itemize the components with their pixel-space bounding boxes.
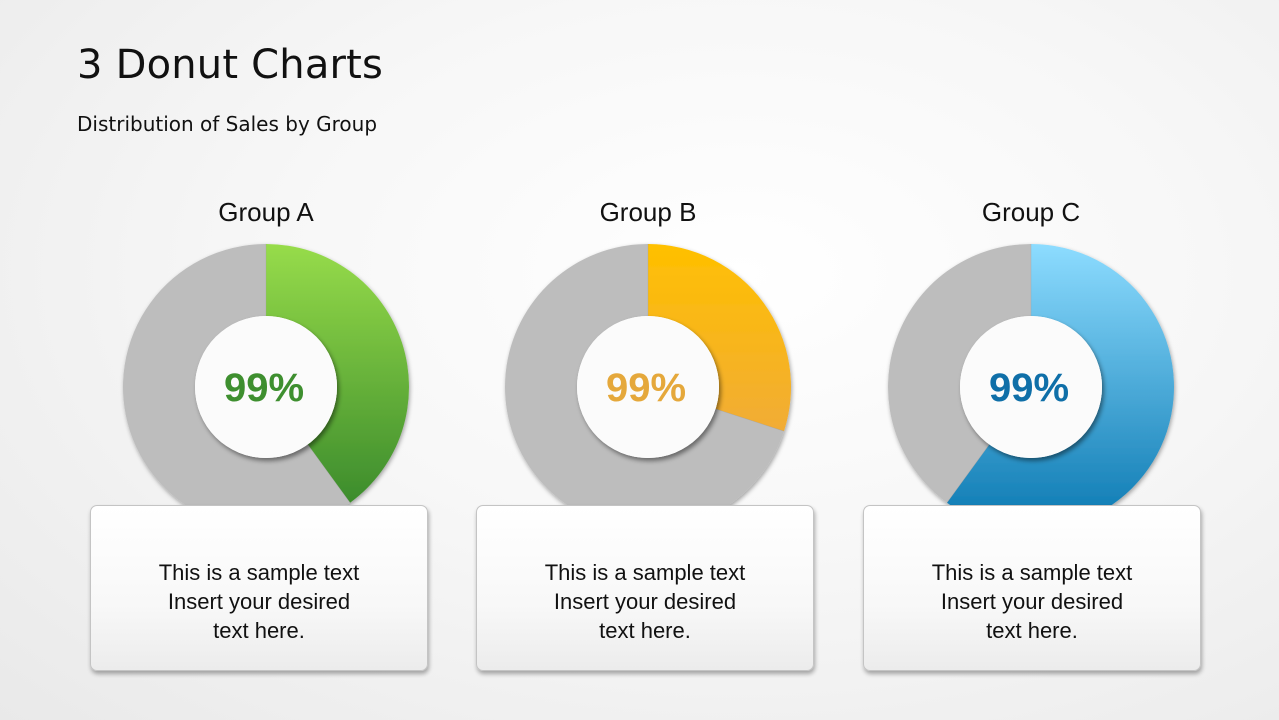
card-line: text here. [986, 617, 1078, 643]
highlight-slice-group-a [266, 244, 409, 503]
donut-chart-group-c: Group C 99% [888, 197, 1175, 530]
center-percentage-group-a: 99% [224, 366, 304, 410]
donut-chart-group-a: Group A 99% [122, 197, 409, 530]
slide-title: 3 Donut Charts [77, 42, 384, 88]
card-line: text here. [213, 617, 305, 643]
donut-hole-face [960, 316, 1102, 458]
donut-hole-face [195, 316, 337, 458]
center-percentage-group-c: 99% [989, 366, 1069, 410]
center-percentage-group-b: 99% [606, 366, 686, 410]
remainder-slice-group-c [888, 244, 1031, 503]
slide-subtitle: Distribution of Sales by Group [77, 112, 378, 136]
donut-hole-face [577, 316, 719, 458]
card-line: This is a sample text [931, 559, 1133, 585]
chart-title-group-c: Group C [982, 197, 1080, 227]
card-line: Insert your desired [553, 588, 737, 614]
card-line: Insert your desired [940, 588, 1124, 614]
card-line: text here. [599, 617, 691, 643]
card-line: This is a sample text [544, 559, 746, 585]
text-card-group-b: This is a sample text Insert your desire… [476, 505, 814, 671]
donut-chart-group-b: Group B 99% [504, 197, 791, 530]
card-line: Insert your desired [167, 588, 351, 614]
chart-title-group-b: Group B [600, 197, 697, 227]
card-line: This is a sample text [158, 559, 360, 585]
text-card-group-c: This is a sample text Insert your desire… [863, 505, 1201, 671]
text-card-group-a: This is a sample text Insert your desire… [90, 505, 428, 671]
chart-title-group-a: Group A [218, 197, 314, 227]
